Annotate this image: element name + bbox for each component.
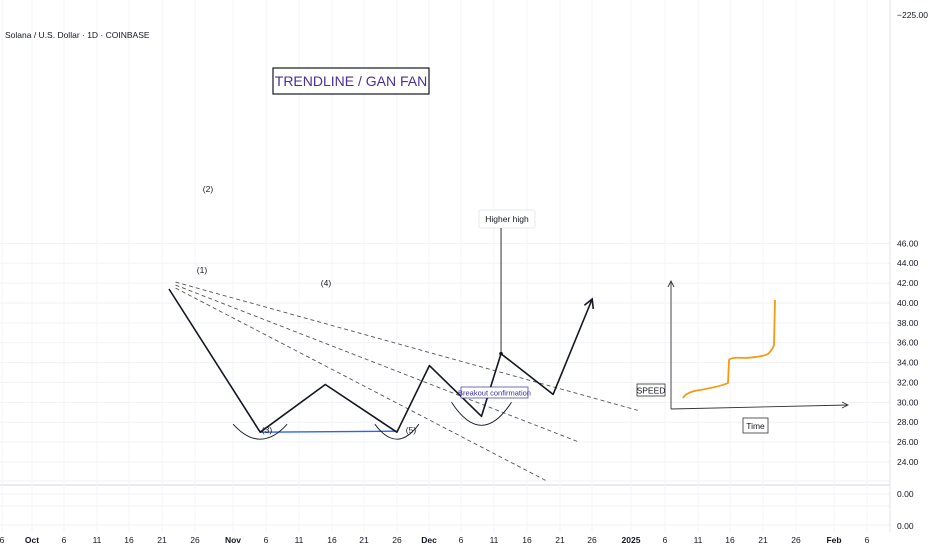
x-tick-label: 6 <box>62 535 67 545</box>
x-tick-label: 26 <box>587 535 597 545</box>
inset-y-arrow <box>667 279 675 288</box>
speed-curve <box>682 299 776 399</box>
price-line <box>168 288 593 434</box>
x-tick-label: Nov <box>225 535 241 545</box>
wave-label: (5) <box>406 425 417 435</box>
y-tick-label: 42.00 <box>897 278 919 288</box>
price-arrowhead <box>583 297 595 310</box>
higher-high-box <box>478 209 536 229</box>
inset-x-axis <box>670 404 849 410</box>
fan-line <box>175 281 638 411</box>
x-tick-label: 21 <box>555 535 565 545</box>
speed-box <box>636 383 666 397</box>
x-tick-label: Feb <box>826 535 841 545</box>
x-tick-label: 16 <box>327 535 337 545</box>
x-tick-label: 2025 <box>622 535 641 545</box>
x-tick-label: 6 <box>0 535 5 545</box>
symbol-label: Solana / U.S. Dollar · 1D · COINBASE <box>5 30 150 40</box>
x-tick-label: 6 <box>459 535 464 545</box>
x-tick-label: 11 <box>295 535 304 545</box>
x-tick-label: 6 <box>264 535 269 545</box>
x-tick-label: 16 <box>124 535 134 545</box>
breakout-arc <box>451 402 512 426</box>
y-tick-label: 34.00 <box>897 358 919 368</box>
breakout-label: Breakout confirmation <box>458 389 531 398</box>
wave-label: (3) <box>262 425 273 435</box>
wave-label: (4) <box>321 278 332 288</box>
higher-high-label: Higher high <box>485 214 529 224</box>
x-tick-label: 11 <box>694 535 703 545</box>
y-tick-label: 46.00 <box>897 238 919 248</box>
x-tick-label: 11 <box>490 535 499 545</box>
x-tick-label: Dec <box>421 535 437 545</box>
fan-line <box>175 284 580 443</box>
x-tick-label: 26 <box>392 535 402 545</box>
chart-grid <box>0 0 890 532</box>
wave-label: (1) <box>197 265 208 275</box>
y-tick-label: 28.00 <box>897 417 919 427</box>
trough-arc <box>232 423 288 440</box>
y-tick-label: 32.00 <box>897 377 919 387</box>
lower-pane-tick: 0.00 <box>897 521 914 531</box>
plot-area <box>168 279 850 482</box>
y-tick-label: 36.00 <box>897 338 919 348</box>
x-tick-label: 21 <box>359 535 369 545</box>
y-tick-label: 44.00 <box>897 258 919 268</box>
x-tick-label: 21 <box>758 535 768 545</box>
chart-title: TRENDLINE / GAN FAN <box>275 73 427 89</box>
x-tick-label: 21 <box>157 535 167 545</box>
y-tick-label: 40.00 <box>897 298 919 308</box>
breakout-box <box>460 386 529 399</box>
inset-x-arrow <box>841 401 850 409</box>
wave-label: (2) <box>203 184 214 194</box>
y-tick-label: 26.00 <box>897 437 919 447</box>
time-box <box>742 417 769 434</box>
x-tick-label: 16 <box>725 535 735 545</box>
y-tick-label: 38.00 <box>897 318 919 328</box>
x-tick-label: 26 <box>190 535 200 545</box>
x-tick-label: 6 <box>865 535 870 545</box>
x-tick-label: 11 <box>93 535 102 545</box>
x-tick-label: 16 <box>522 535 532 545</box>
higher-high-dot <box>499 351 503 356</box>
time-label: Time <box>746 421 765 431</box>
trough-arc <box>374 423 420 440</box>
x-tick-label: Oct <box>25 535 39 545</box>
lower-pane-tick: 0.00 <box>897 489 914 499</box>
y-tick-label: 24.00 <box>897 457 919 467</box>
x-tick-label: 6 <box>663 535 668 545</box>
top-value-label: −225.00 <box>897 10 928 20</box>
chart-text: Solana / U.S. Dollar · 1D · COINBASE TREN… <box>5 30 769 435</box>
speed-label: SPEED <box>637 386 666 396</box>
title-box <box>272 67 430 95</box>
support-line <box>260 430 397 433</box>
x-tick-label: 26 <box>791 535 801 545</box>
y-tick-label: 30.00 <box>897 397 919 407</box>
